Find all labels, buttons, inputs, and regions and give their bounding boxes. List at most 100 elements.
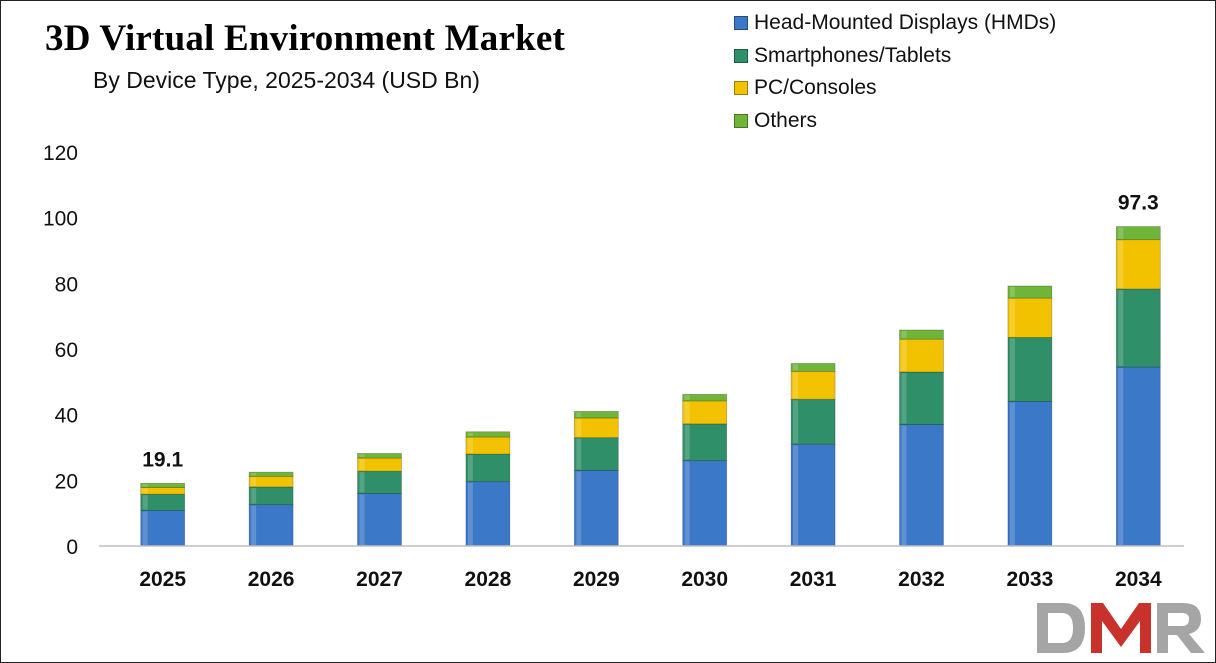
legend-label-hmd: Head-Mounted Displays (HMDs): [754, 11, 1057, 35]
bar-highlight: [142, 484, 148, 487]
bar-segment-smartphones-2033: [1007, 337, 1053, 402]
chart-subtitle: By Device Type, 2025-2034 (USD Bn): [93, 67, 480, 93]
bar-segment-hmd-2028: [465, 481, 511, 547]
bar-highlight: [793, 372, 799, 399]
bar-highlight: [576, 412, 582, 417]
bar-segment-smartphones-2027: [357, 470, 402, 494]
legend-item-others: Others: [734, 105, 1056, 138]
bar-highlight: [1009, 299, 1015, 337]
bar-highlight: [901, 425, 907, 545]
bar-segment-others-2028: [465, 431, 511, 438]
y-tick-label: 0: [66, 536, 78, 559]
x-tick-label-2034: 2034: [1115, 568, 1162, 591]
legend-swatch-hmd: [734, 16, 748, 31]
legend-swatch-smartphones: [734, 48, 748, 63]
bar-segment-others-2025: [140, 482, 186, 488]
bar-highlight: [1118, 289, 1124, 367]
bar-segment-hmd-2029: [573, 470, 619, 547]
bar-segment-pc-consoles-2034: [1115, 239, 1161, 290]
legend-item-smartphones: Smartphones/Tablets: [734, 40, 1056, 73]
bar-highlight: [251, 473, 257, 476]
legend-label-others: Others: [754, 108, 818, 132]
bar-segment-hmd-2026: [248, 504, 294, 547]
bar-highlight: [359, 459, 365, 471]
bar-highlight: [142, 511, 148, 545]
legend-label-smartphones: Smartphones/Tablets: [754, 43, 952, 67]
bar-highlight: [684, 461, 690, 545]
bar-highlight: [467, 437, 473, 454]
bar-segment-smartphones-2029: [573, 437, 619, 471]
bar-segment-others-2029: [573, 410, 619, 419]
bar-segment-pc-consoles-2031: [790, 370, 836, 400]
bar-segment-pc-consoles-2032: [899, 338, 944, 373]
x-tick-label-2029: 2029: [573, 568, 620, 591]
y-tick-label: 60: [55, 339, 78, 362]
y-tick-label: 120: [43, 142, 78, 165]
bar-segment-others-2031: [790, 363, 836, 372]
bar-segment-others-2026: [248, 471, 294, 477]
bar-segment-hmd-2030: [682, 460, 728, 547]
bar-highlight: [467, 455, 473, 481]
legend-swatch-pc-consoles: [734, 81, 748, 96]
bar-highlight: [1009, 338, 1015, 401]
y-tick-label: 20: [55, 470, 78, 493]
bar-segment-hmd-2027: [357, 493, 402, 547]
data-label-2034: 97.3: [1118, 192, 1159, 215]
bar-highlight: [901, 372, 907, 424]
bar-highlight: [684, 424, 690, 460]
bar-highlight: [142, 495, 148, 510]
legend-label-pc-consoles: PC/Consoles: [754, 76, 877, 100]
y-tick-label: 100: [43, 208, 78, 231]
bar-highlight: [359, 472, 365, 493]
x-tick-label-2033: 2033: [1007, 568, 1054, 591]
bar-segment-smartphones-2030: [682, 423, 728, 462]
data-label-2025: 19.1: [142, 448, 183, 471]
bar-highlight: [467, 432, 473, 436]
bar-highlight: [142, 488, 148, 494]
bar-highlight: [1118, 368, 1124, 545]
bar-segment-smartphones-2032: [899, 371, 944, 425]
x-tick-label-2027: 2027: [356, 568, 403, 591]
bar-segment-others-2030: [682, 393, 728, 402]
x-tick-label-2030: 2030: [681, 568, 728, 591]
bar-highlight: [901, 330, 907, 339]
bar-highlight: [901, 340, 907, 371]
bar-highlight: [793, 364, 799, 371]
bar-highlight: [576, 418, 582, 437]
bar-highlight: [684, 401, 690, 423]
legend-item-hmd: Head-Mounted Displays (HMDs): [734, 7, 1056, 40]
x-tick-label-2031: 2031: [790, 568, 837, 591]
x-axis-labels: 2025 2026 2027 2028 2029 2030 2031 2032 2033 2034: [139, 568, 1162, 591]
bar-highlight: [576, 471, 582, 545]
bar-segment-others-2033: [1007, 285, 1053, 299]
data-labels: 19.1 97.3: [142, 192, 1158, 472]
x-tick-label-2028: 2028: [465, 568, 512, 591]
x-tick-label-2032: 2032: [898, 568, 945, 591]
legend-swatch-others: [734, 113, 748, 128]
bar-segment-smartphones-2028: [465, 453, 511, 483]
bar-highlight: [359, 454, 365, 458]
bar-segment-smartphones-2034: [1115, 288, 1161, 368]
bar-highlight: [793, 445, 799, 545]
bar-highlight: [359, 494, 365, 545]
y-tick-label: 80: [55, 273, 78, 296]
bar-highlight: [793, 400, 799, 444]
legend-item-pc-consoles: PC/Consoles: [734, 72, 1056, 105]
bar-highlight: [1118, 227, 1124, 239]
dmr-logo: [1037, 603, 1205, 653]
bar-segment-pc-consoles-2033: [1007, 297, 1053, 338]
chart-title: 3D Virtual Environment Market: [45, 18, 566, 59]
bar-highlight: [251, 477, 257, 486]
bar-highlight: [684, 395, 690, 400]
bar-segment-others-2032: [899, 329, 944, 340]
bar-segment-others-2034: [1115, 226, 1161, 241]
x-tick-label-2026: 2026: [248, 568, 295, 591]
y-tick-label: 40: [55, 405, 78, 428]
bar-highlight: [1009, 402, 1015, 545]
bar-highlight: [1118, 240, 1124, 288]
bar-highlight: [251, 487, 257, 504]
bar-highlight: [1009, 286, 1015, 298]
legend: Head-Mounted Displays (HMDs) Smartphones…: [734, 7, 1056, 137]
